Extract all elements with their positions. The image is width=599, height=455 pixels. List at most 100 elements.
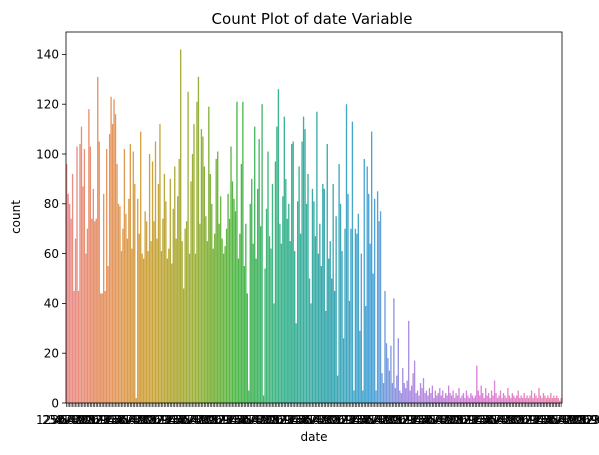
bar	[406, 380, 408, 403]
bar	[391, 383, 394, 403]
bar	[82, 186, 84, 403]
bar	[227, 193, 229, 403]
bar	[307, 173, 309, 403]
bar	[267, 151, 269, 403]
bar	[208, 106, 210, 403]
bar	[249, 203, 251, 403]
bar	[363, 158, 365, 403]
bar	[415, 393, 417, 403]
bar	[353, 390, 355, 403]
bar	[270, 248, 272, 403]
bar	[101, 293, 103, 403]
bar	[153, 221, 155, 403]
x-tick-label: 0965	[337, 413, 368, 427]
bar	[527, 398, 530, 403]
bar	[436, 395, 438, 403]
bar	[485, 388, 487, 403]
bar	[399, 390, 401, 403]
bar	[218, 223, 220, 403]
bar	[107, 266, 109, 403]
bar	[433, 398, 435, 403]
bar	[175, 238, 177, 403]
bar	[439, 388, 441, 403]
bar	[194, 253, 197, 403]
bar	[397, 338, 399, 403]
bar	[480, 385, 482, 403]
bar	[200, 129, 203, 403]
bar	[117, 203, 120, 403]
bar	[336, 375, 339, 403]
x-tick-label: 4149	[116, 413, 147, 427]
bar	[273, 303, 275, 403]
bar	[505, 398, 508, 403]
bar	[148, 154, 151, 403]
bar	[419, 383, 422, 403]
x-tick-label: 1236	[220, 413, 251, 427]
bar	[291, 144, 293, 403]
bar	[239, 233, 241, 403]
bar	[396, 375, 398, 403]
bar	[268, 236, 271, 403]
x-tick-label: 5410	[367, 413, 398, 427]
bar	[487, 393, 490, 403]
bar	[288, 203, 290, 403]
bar	[504, 395, 506, 403]
bar	[342, 338, 345, 403]
bar	[144, 211, 146, 403]
bar	[295, 323, 297, 403]
bar	[428, 388, 431, 403]
bar	[354, 228, 357, 403]
x-tick-label: 6781	[189, 413, 220, 427]
bar	[508, 395, 511, 403]
x-tick-label: 6781	[373, 413, 404, 427]
bar	[251, 178, 253, 403]
bar	[430, 393, 432, 403]
bar	[551, 398, 553, 403]
bar	[203, 166, 206, 403]
bar	[215, 158, 217, 403]
bar	[524, 398, 527, 403]
y-tick-label: 60	[44, 247, 59, 261]
x-tick-label: 1236	[159, 413, 190, 427]
x-tick-label: 2507	[349, 413, 380, 427]
bar	[265, 208, 268, 403]
bar	[296, 201, 299, 403]
bar	[111, 124, 114, 404]
bar	[279, 223, 281, 403]
bar	[110, 96, 112, 403]
bar	[465, 390, 468, 403]
bar	[199, 223, 201, 403]
x-tick-label: 9694	[392, 413, 423, 427]
bar	[335, 216, 337, 403]
bar	[231, 181, 234, 403]
bar	[536, 398, 539, 403]
bar	[437, 393, 439, 403]
bar	[94, 221, 96, 403]
x-tick-label: 2507	[103, 413, 134, 427]
bar	[184, 228, 186, 403]
x-tick-label: 4149	[545, 413, 576, 427]
bar	[105, 149, 108, 403]
bar	[554, 398, 556, 403]
bar	[147, 251, 149, 403]
x-tick-label: 0965	[582, 413, 599, 427]
bar	[108, 134, 111, 403]
bar	[344, 228, 346, 403]
bar	[341, 251, 343, 403]
x-axis-label: date	[300, 430, 327, 444]
bar	[550, 393, 552, 403]
x-tick-label: 7052	[318, 413, 349, 427]
x-tick-label: 4149	[361, 413, 392, 427]
x-tick-label: 2507	[226, 413, 257, 427]
bar	[209, 173, 211, 403]
x-tick-label: 4149	[484, 413, 515, 427]
bar	[516, 395, 518, 403]
bar	[507, 388, 509, 403]
x-tick-label: 1236	[404, 413, 435, 427]
bar	[385, 343, 388, 403]
bar	[371, 131, 373, 404]
bar	[517, 390, 519, 403]
bar	[129, 144, 131, 403]
bar	[271, 183, 274, 403]
bar	[514, 398, 516, 403]
